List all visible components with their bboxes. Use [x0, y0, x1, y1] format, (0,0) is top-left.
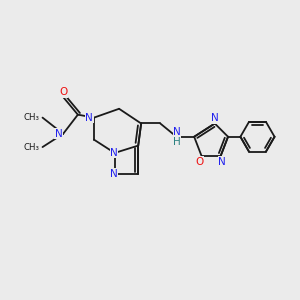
Text: CH₃: CH₃: [23, 143, 39, 152]
Text: N: N: [173, 127, 181, 137]
Text: N: N: [211, 113, 219, 123]
Text: O: O: [59, 87, 67, 97]
Text: N: N: [218, 157, 226, 167]
Text: N: N: [110, 148, 118, 158]
Text: N: N: [85, 112, 93, 123]
Text: O: O: [195, 157, 203, 167]
Text: H: H: [173, 137, 181, 147]
Text: N: N: [110, 169, 118, 178]
Text: N: N: [55, 129, 63, 139]
Text: CH₃: CH₃: [23, 112, 39, 122]
